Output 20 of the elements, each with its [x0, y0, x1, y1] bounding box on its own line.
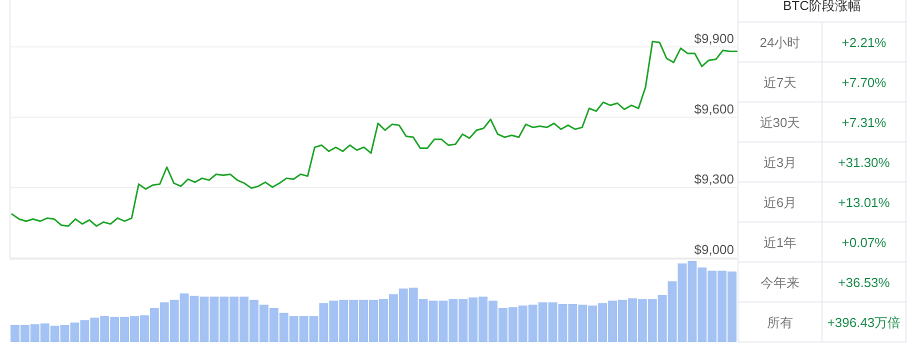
text: +2.21% — [842, 35, 886, 50]
category-label: 近6月 — [763, 195, 797, 210]
y-tick-label: $9,900 — [694, 30, 734, 46]
text: +396.43万倍 — [827, 315, 901, 330]
text: +13.01% — [838, 195, 890, 210]
text: +36.53% — [838, 275, 890, 290]
y-tick-label: $9,000 — [694, 242, 734, 257]
y-tick-label: $9,300 — [694, 172, 734, 187]
y-tick-label: $9,600 — [694, 101, 734, 116]
text: +7.31% — [842, 115, 886, 130]
category-label: 近7天 — [763, 75, 797, 90]
category-label: 今年来 — [760, 275, 800, 290]
category-label: 近1年 — [763, 235, 797, 250]
text: +31.30% — [838, 155, 890, 170]
category-label: 24小时 — [760, 35, 800, 50]
text: +7.70% — [842, 75, 886, 90]
category-label: 所有 — [767, 315, 793, 330]
category-label: 近3月 — [763, 155, 797, 170]
text: +0.07% — [842, 235, 886, 250]
category-label: 近30天 — [760, 115, 800, 130]
